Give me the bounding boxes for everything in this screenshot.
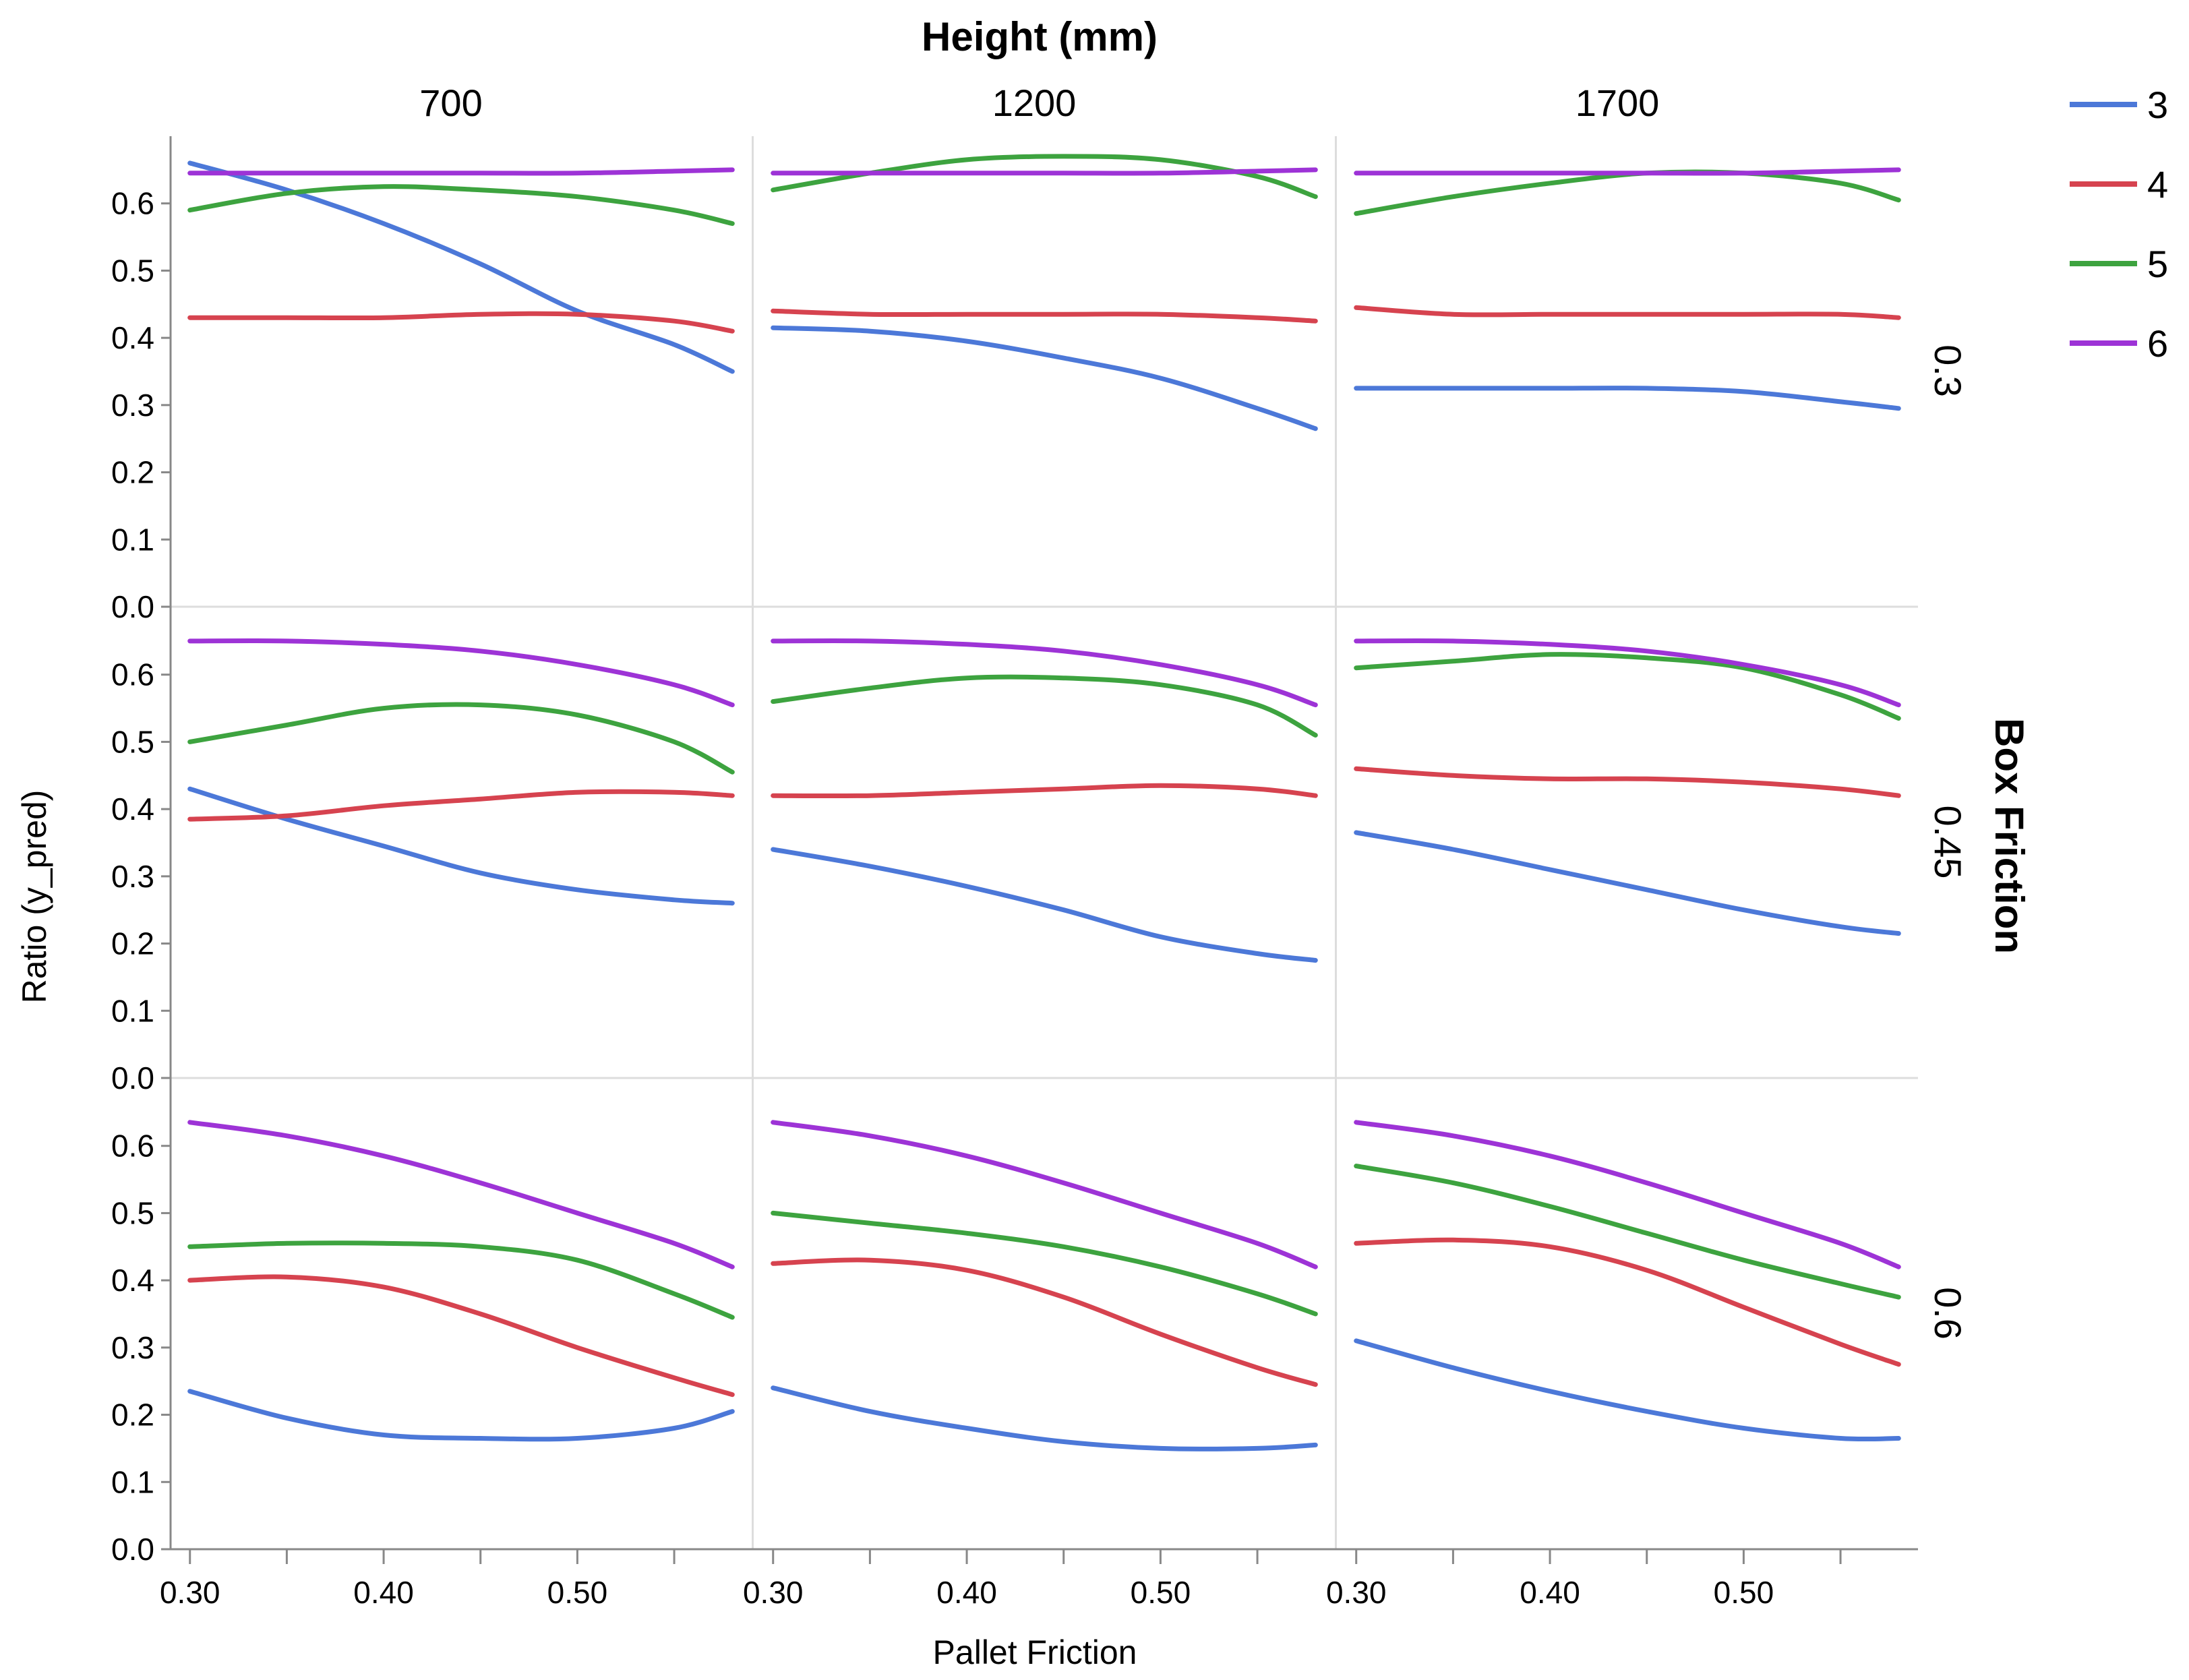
series-line-6-height-700-box-0.6 [187,1120,735,1269]
series-line-6-height-700-box-0.45 [187,638,735,708]
legend-label-6: 6 [2147,322,2168,365]
x-tick-label: 0.30 [160,1575,220,1610]
x-tick-label: 0.40 [936,1575,997,1610]
x-tick-label: 0.50 [1131,1575,1191,1610]
series-layer [187,154,1901,1451]
y-tick-label: 0.2 [111,926,154,961]
series-line-5-height-700-box-0.6 [187,1240,735,1320]
y-tick-label: 0.1 [111,993,154,1028]
facet-grid [161,136,1918,1564]
series-line-3-height-1700-box-0.3 [1354,386,1901,411]
series-line-4-height-1200-box-0.6 [771,1257,1318,1387]
series-line-3-height-1200-box-0.6 [771,1385,1318,1451]
series-line-6-height-1200-box-0.3 [771,167,1318,176]
x-axis-title: Pallet Friction [933,1633,1137,1671]
y-tick-label: 0.4 [111,791,154,827]
series-line-3-height-700-box-0.6 [187,1389,735,1442]
y-tick-label: 0.0 [111,589,154,624]
series-line-4-height-1200-box-0.45 [771,783,1318,799]
y-tick-label: 0.6 [111,1129,154,1164]
series-line-6-height-700-box-0.3 [187,167,735,176]
column-facet-title: Height (mm) [922,14,1158,59]
series-line-3-height-700-box-0.45 [187,786,735,906]
y-tick-label: 0.2 [111,455,154,490]
row-header: 0.45 [1927,806,1969,879]
column-header: 1200 [992,82,1077,124]
series-line-5-height-1200-box-0.3 [771,154,1318,200]
y-tick-label: 0.6 [111,657,154,692]
y-tick-label: 0.0 [111,1060,154,1096]
series-line-6-height-1200-box-0.45 [771,638,1318,708]
series-line-3-height-1700-box-0.45 [1354,830,1901,936]
y-tick-label: 0.2 [111,1398,154,1433]
series-line-3-height-1200-box-0.3 [771,325,1318,431]
series-line-4-height-1200-box-0.3 [771,308,1318,324]
row-header: 0.6 [1927,1287,1969,1340]
series-line-5-height-1200-box-0.45 [771,674,1318,738]
x-tick-label: 0.40 [1520,1575,1580,1610]
series-line-5-height-700-box-0.45 [187,702,735,775]
column-header: 700 [419,82,482,124]
series-line-4-height-700-box-0.6 [187,1274,735,1398]
series-line-6-height-1700-box-0.45 [1354,638,1901,708]
y-tick-label: 0.5 [111,1195,154,1230]
x-tick-label: 0.50 [1714,1575,1774,1610]
series-line-4-height-1700-box-0.3 [1354,305,1901,320]
series-line-6-height-1700-box-0.3 [1354,167,1901,176]
y-axis-title: Ratio (y_pred) [16,790,53,1004]
y-tick-label: 0.1 [111,1464,154,1499]
y-tick-label: 0.3 [111,388,154,423]
series-line-6-height-1200-box-0.6 [771,1120,1318,1269]
y-tick-label: 0.3 [111,859,154,894]
legend-label-3: 3 [2147,84,2168,126]
series-line-3-height-1700-box-0.6 [1354,1338,1901,1442]
legend: 3 4 5 6 [2070,84,2168,365]
row-facet-title: Box Friction [1987,718,2032,954]
series-line-5-height-1700-box-0.6 [1354,1164,1901,1300]
y-tick-label: 0.5 [111,724,154,759]
series-line-4-height-1700-box-0.45 [1354,766,1901,798]
label-layer: 0.00.10.20.30.40.50.60.00.10.20.30.40.50… [111,82,1969,1610]
legend-label-5: 5 [2147,243,2168,285]
series-line-4-height-700-box-0.3 [187,311,735,334]
x-tick-label: 0.30 [743,1575,804,1610]
series-line-3-height-700-box-0.3 [187,160,735,374]
series-line-5-height-700-box-0.3 [187,184,735,227]
x-tick-label: 0.40 [353,1575,414,1610]
y-tick-label: 0.0 [111,1532,154,1567]
series-line-4-height-700-box-0.45 [187,789,735,822]
y-tick-label: 0.4 [111,320,154,355]
row-header: 0.3 [1927,344,1969,397]
legend-label-4: 4 [2147,163,2168,206]
x-tick-label: 0.30 [1326,1575,1387,1610]
series-line-5-height-1200-box-0.6 [771,1210,1318,1317]
y-tick-label: 0.4 [111,1263,154,1298]
series-line-5-height-1700-box-0.45 [1354,652,1901,721]
y-tick-label: 0.3 [111,1330,154,1365]
y-tick-label: 0.1 [111,522,154,557]
column-header: 1700 [1576,82,1660,124]
series-line-3-height-1200-box-0.45 [771,847,1318,963]
y-tick-label: 0.5 [111,253,154,288]
series-line-4-height-1700-box-0.6 [1354,1237,1901,1367]
y-tick-label: 0.6 [111,186,154,221]
series-line-5-height-1700-box-0.3 [1354,169,1901,216]
series-line-6-height-1700-box-0.6 [1354,1120,1901,1269]
x-tick-label: 0.50 [547,1575,608,1610]
